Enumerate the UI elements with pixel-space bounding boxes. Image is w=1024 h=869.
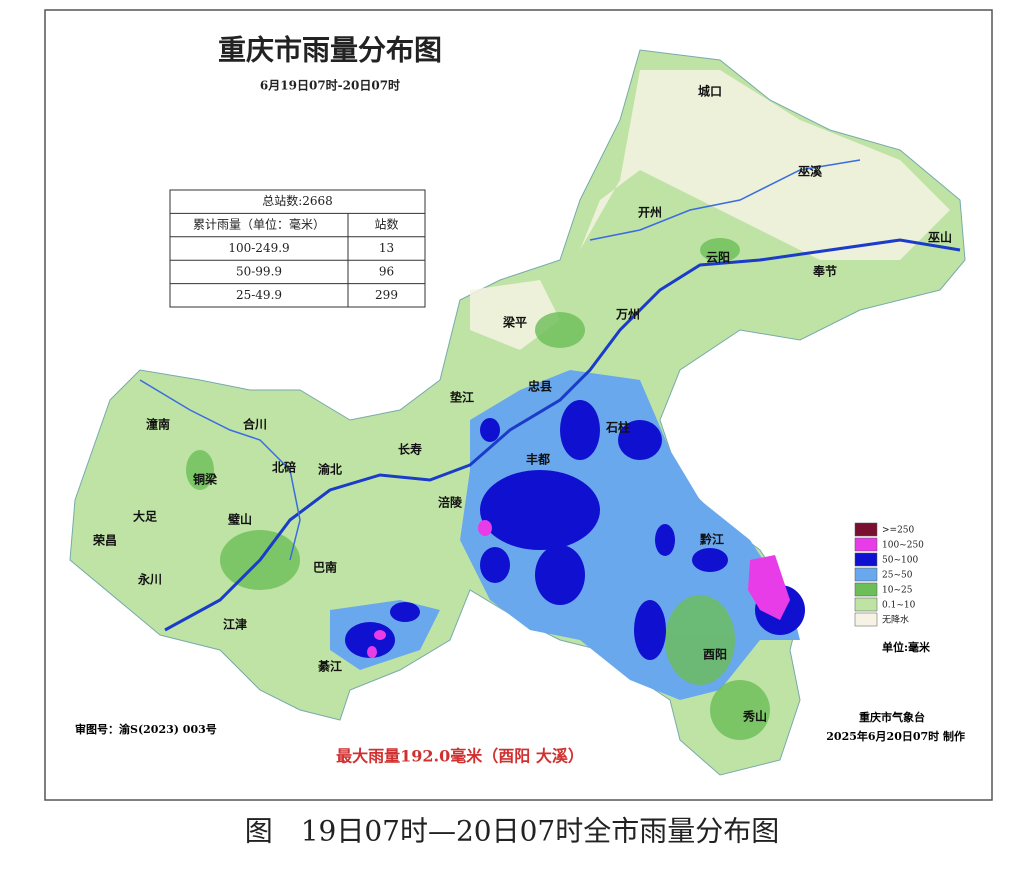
legend-label: 25~50 (882, 571, 913, 581)
legend-swatch (854, 552, 878, 567)
table-cell: 299 (375, 288, 398, 302)
place-label: 渝北 (318, 462, 342, 477)
map-subtitle: 6月19日07时-20日07时 (260, 78, 400, 93)
place-label: 垫江 (450, 390, 474, 405)
place-label: 大足 (133, 509, 157, 524)
table-cell: 96 (379, 264, 394, 278)
place-label: 巫山 (928, 230, 952, 245)
map (69, 49, 966, 776)
map-number: 审图号：渝S(2023) 003号 (75, 722, 217, 736)
place-label: 永川 (137, 572, 162, 587)
place-label: 忠县 (528, 379, 552, 394)
place-label: 潼南 (146, 417, 170, 432)
place-label: 涪陵 (438, 495, 463, 510)
max-rain: 最大雨量192.0毫米（酉阳 大溪） (336, 747, 584, 766)
maker: 重庆市气象台 (859, 710, 925, 724)
caption: 图 19日07时—20日07时全市雨量分布图 (245, 815, 780, 848)
place-label: 开州 (638, 206, 662, 220)
place-label: 北碚 (272, 460, 296, 475)
legend-swatch (854, 567, 878, 582)
table-cell: 100-249.9 (228, 241, 289, 255)
place-label: 铜梁 (193, 472, 217, 487)
legend-label: 0.1~10 (882, 601, 916, 611)
place-label: 云阳 (706, 250, 730, 265)
table-header: 站数 (374, 217, 398, 232)
table-cell: 50-99.9 (236, 264, 282, 278)
place-label: 长寿 (398, 442, 422, 457)
place-label: 万州 (615, 308, 640, 322)
legend-label: 无降水 (882, 614, 909, 626)
place-label: 巫溪 (798, 164, 823, 179)
place-label: 奉节 (812, 264, 837, 279)
station-table: 总站数:2668 累计雨量（单位：毫米） 站数 100-249.9 13 50-99.9 9… (169, 189, 426, 308)
place-label: 丰都 (526, 452, 550, 467)
legend-swatch (854, 537, 878, 552)
legend-label: 10~25 (882, 586, 913, 596)
place-label: 合川 (243, 417, 267, 432)
table-total: 总站数:2668 (262, 193, 333, 208)
legend: >=250 100~250 50~100 25~50 10~25 0.1~10 无降水 (854, 522, 924, 627)
place-label: 石柱 (605, 420, 630, 435)
place-label: 巴南 (313, 560, 337, 575)
place-label: 秀山 (742, 709, 767, 724)
place-label: 城口 (698, 84, 722, 99)
legend-label: >=250 (882, 526, 915, 536)
place-label: 黔江 (700, 532, 724, 547)
table-header: 累计雨量（单位：毫米） (193, 217, 325, 232)
legend-swatch (854, 612, 878, 627)
place-label: 璧山 (228, 512, 252, 527)
place-label: 梁平 (502, 315, 527, 330)
legend-label: 100~250 (882, 541, 924, 551)
legend-swatch (854, 597, 878, 612)
map-title: 重庆市雨量分布图 (218, 34, 442, 67)
table-cell: 13 (379, 241, 394, 255)
legend-label: 50~100 (882, 556, 918, 566)
legend-swatch (854, 582, 878, 597)
place-label: 酉阳 (703, 647, 727, 662)
place-label: 江津 (223, 617, 247, 632)
legend-swatch (854, 522, 878, 537)
place-label: 綦江 (317, 659, 342, 674)
made-time: 2025年6月20日07时 制作 (826, 729, 965, 743)
unit: 单位:毫米 (882, 640, 931, 654)
place-label: 荣昌 (92, 533, 117, 548)
table-cell: 25-49.9 (236, 288, 282, 302)
